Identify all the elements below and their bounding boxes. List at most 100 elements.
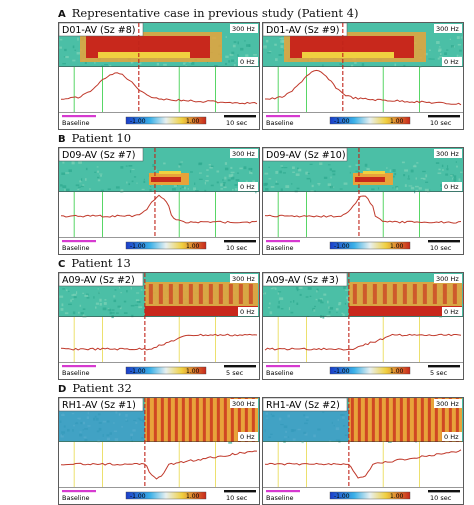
time-scale-label: 10 sec xyxy=(430,494,452,502)
spectrogram-texture xyxy=(85,293,89,296)
top-hz-label: 300 Hz xyxy=(436,400,459,408)
bottom-hz-label: 0 Hz xyxy=(444,433,459,441)
spectrogram-hot-stripe xyxy=(382,284,387,304)
spectrogram-texture xyxy=(68,290,70,293)
spectrogram-texture xyxy=(312,307,316,311)
time-scale-label: 5 sec xyxy=(430,369,448,377)
spectrogram-texture xyxy=(355,164,359,166)
spectrogram-texture xyxy=(214,64,218,67)
spectrogram-texture xyxy=(264,172,269,175)
spectrogram-cold-band xyxy=(59,407,145,441)
spectrogram-texture xyxy=(70,299,72,302)
spectrogram-texture xyxy=(415,177,417,180)
spectrogram-texture xyxy=(61,303,64,307)
spectrogram-hot-stripe xyxy=(248,284,253,304)
spectrogram-hot-stripe xyxy=(148,284,153,304)
spectrogram-hot-stripe xyxy=(399,398,403,442)
spectrogram-texture xyxy=(60,184,63,187)
color-scale-min: -1.00 xyxy=(334,368,350,375)
spectrogram-texture xyxy=(125,165,128,167)
spectrogram-cold-band xyxy=(263,407,349,441)
spectrogram-hot-stripe xyxy=(362,284,367,304)
spectrogram-texture xyxy=(316,290,318,293)
spectrogram-texture xyxy=(281,40,285,43)
spectrogram-texture xyxy=(97,179,101,182)
section-header-c: C Patient 13 xyxy=(58,256,131,270)
spectrogram-texture xyxy=(96,166,99,168)
spectrogram-texture xyxy=(97,176,100,179)
color-scale-bar xyxy=(329,116,411,125)
channel-label: D01-AV (Sz #8) xyxy=(62,25,136,36)
spectrogram-texture xyxy=(222,179,224,182)
spectrogram-texture xyxy=(94,306,97,309)
spectrogram-texture xyxy=(249,171,253,174)
spectrogram-texture xyxy=(277,292,279,295)
spectrogram-texture xyxy=(275,183,279,185)
spectrogram-texture xyxy=(329,168,332,171)
spectrogram-texture xyxy=(295,173,300,176)
spectrogram-texture xyxy=(343,286,346,290)
spectrogram-texture xyxy=(246,44,250,47)
spectrogram-texture xyxy=(163,63,167,66)
spectrogram-texture xyxy=(267,52,271,54)
spectrogram-texture xyxy=(277,291,282,293)
bottom-hz-box xyxy=(442,182,462,191)
spectrogram-hot-stripe xyxy=(228,284,233,304)
spectrogram-texture xyxy=(255,190,257,194)
spectrogram-texture xyxy=(318,299,323,302)
spectrogram-texture xyxy=(73,296,77,299)
spectrogram-texture xyxy=(195,190,199,192)
spectrogram-texture xyxy=(338,301,342,305)
spectrogram-texture xyxy=(113,299,117,303)
top-hz-label: 300 Hz xyxy=(436,25,459,33)
spectrogram-texture xyxy=(275,170,279,174)
spectrogram-texture xyxy=(104,63,108,66)
spectrogram-hot-stripe xyxy=(153,398,157,442)
spectrogram-texture xyxy=(404,184,407,187)
spectrogram-texture xyxy=(223,186,227,189)
color-scale-bar xyxy=(329,491,411,500)
spectrogram-texture xyxy=(361,63,365,67)
spectrogram-hot-stripe xyxy=(455,398,459,442)
spectrogram-texture xyxy=(425,174,428,178)
spectrogram-texture xyxy=(93,296,95,299)
top-hz-label: 300 Hz xyxy=(436,150,459,158)
spectrogram-texture xyxy=(136,182,138,184)
spectrogram-hot-stripe xyxy=(378,398,382,442)
baseline-bar xyxy=(62,490,96,493)
spectrogram-texture xyxy=(232,44,236,48)
spectrogram-texture xyxy=(346,296,350,300)
spectrogram-texture xyxy=(89,188,91,191)
spectrogram-texture xyxy=(277,305,280,309)
spectrogram-texture xyxy=(245,54,249,57)
spectrogram-hot-stripe xyxy=(208,284,213,304)
spectrogram-texture xyxy=(441,164,444,168)
spectrogram-hot-stripe xyxy=(174,398,178,442)
baseline-bar xyxy=(62,115,96,118)
seizure-panel: RH1-AV (Sz #1) 300 Hz 0 Hz Baseline -1.00 1.0… xyxy=(58,397,260,505)
spectrogram-texture xyxy=(64,188,66,192)
color-scale-max: 1.00 xyxy=(390,368,404,375)
spectrogram-texture xyxy=(339,188,343,190)
color-scale-max: 1.00 xyxy=(390,493,404,500)
spectrogram-texture xyxy=(204,189,207,192)
spectrogram-texture xyxy=(179,187,182,190)
spectrogram-hot-stripe xyxy=(434,398,438,442)
baseline-label: Baseline xyxy=(62,119,90,127)
spectrogram-texture xyxy=(310,179,312,183)
spectrogram-texture xyxy=(428,189,431,191)
panel-graphic: D01-AV (Sz #8) 300 Hz 0 Hz Baseline -1.00 1.0… xyxy=(58,22,260,130)
spectrogram-texture xyxy=(97,170,100,173)
spectrogram-texture xyxy=(72,45,75,49)
spectrogram-texture xyxy=(109,64,112,67)
spectrogram-texture xyxy=(224,176,227,180)
time-scale-bar xyxy=(224,490,256,493)
channel-label-box xyxy=(58,147,144,162)
spectrogram-texture xyxy=(138,62,142,65)
spectrogram-texture xyxy=(84,62,87,64)
section-letter: D xyxy=(58,384,67,395)
spectrogram-texture xyxy=(101,65,104,67)
spectrogram-texture xyxy=(227,179,231,182)
spectrogram-texture xyxy=(72,59,76,62)
channel-label-box xyxy=(58,397,144,412)
